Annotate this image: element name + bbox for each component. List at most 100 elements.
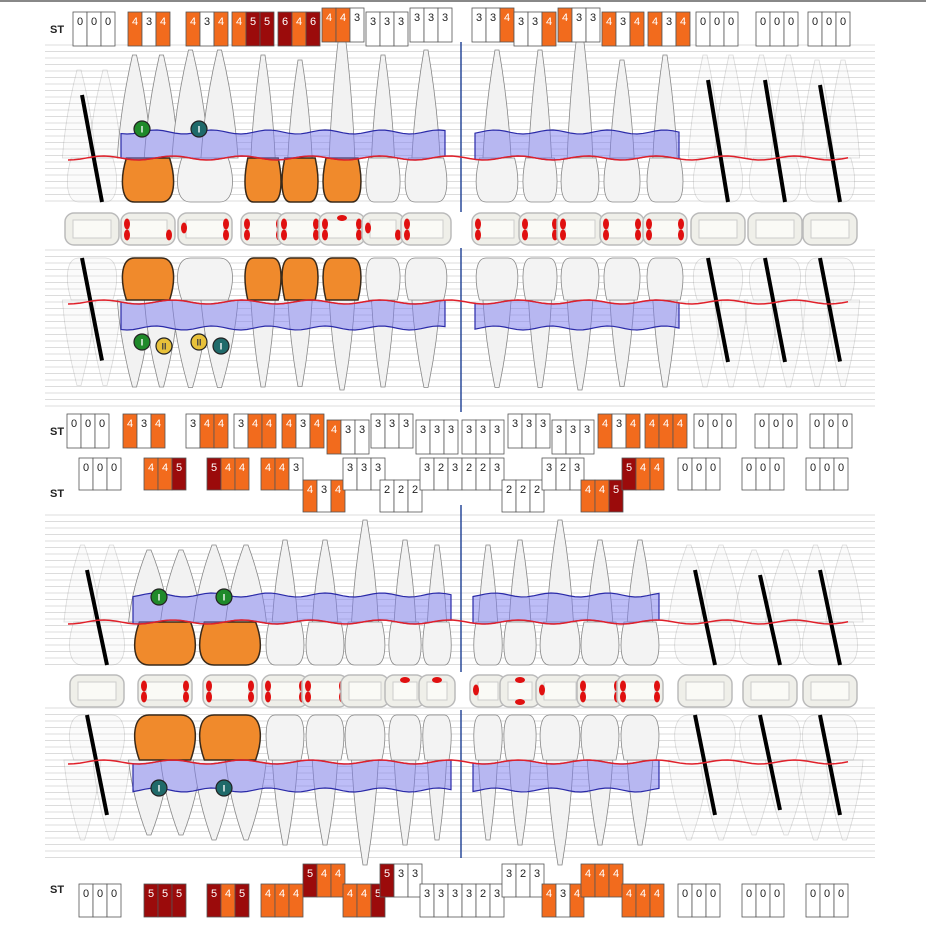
tooth-38[interactable]	[63, 714, 131, 841]
tooth-28[interactable]	[799, 257, 861, 387]
lower-occlusal-6[interactable]	[384, 674, 426, 708]
depth-cell[interactable]	[100, 11, 116, 47]
tooth-48[interactable]	[796, 714, 864, 841]
depth-cell[interactable]	[489, 419, 505, 455]
depth-cell[interactable]	[94, 413, 110, 449]
tooth-38[interactable]	[63, 544, 131, 666]
depth-cell[interactable]	[354, 419, 370, 455]
depth-cell[interactable]	[171, 883, 187, 918]
tooth-11[interactable]	[404, 49, 448, 203]
depth-cell[interactable]	[309, 413, 325, 449]
lower-occlusal-1[interactable]	[137, 674, 193, 708]
depth-cell[interactable]	[675, 11, 691, 47]
depth-cell[interactable]	[721, 413, 737, 449]
upper-palatal-implant_green-marker[interactable]: I	[133, 333, 151, 351]
tooth-22[interactable]	[522, 49, 558, 203]
upper-buccal-implant_teal-marker[interactable]: I	[190, 120, 208, 138]
depth-cell[interactable]	[489, 457, 505, 491]
lower-lingual-implant_green-marker[interactable]: I	[150, 588, 168, 606]
depth-cell[interactable]	[489, 883, 505, 918]
depth-cell[interactable]	[330, 863, 346, 898]
depth-cell[interactable]	[234, 457, 250, 491]
lower-occlusal-14[interactable]	[742, 674, 798, 708]
depth-cell[interactable]	[629, 11, 645, 47]
tooth-27[interactable]	[743, 257, 807, 388]
tooth-18[interactable]	[61, 69, 123, 203]
upper-occlusal-14[interactable]	[747, 212, 803, 246]
depth-cell[interactable]	[569, 883, 585, 918]
depth-cell[interactable]	[437, 7, 453, 43]
upper-occlusal-5[interactable]	[318, 212, 366, 246]
depth-cell[interactable]	[330, 479, 346, 513]
upper-occlusal-9[interactable]	[518, 212, 562, 246]
upper-occlusal-11[interactable]	[599, 212, 645, 246]
tooth-27[interactable]	[743, 54, 807, 203]
tooth-13[interactable]	[322, 24, 362, 203]
depth-cell[interactable]	[106, 883, 122, 918]
depth-cell[interactable]	[529, 479, 545, 513]
depth-cell[interactable]	[407, 863, 423, 898]
upper-palatal-furcation_yellow-marker[interactable]: II	[155, 337, 173, 355]
depth-cell[interactable]	[305, 11, 321, 47]
depth-cell[interactable]	[783, 11, 799, 47]
lower-occlusal-3[interactable]	[261, 674, 309, 708]
depth-cell[interactable]	[393, 11, 409, 47]
depth-cell[interactable]	[837, 413, 853, 449]
lower-occlusal-13[interactable]	[677, 674, 733, 708]
depth-cell[interactable]	[769, 883, 785, 918]
lower-occlusal-2[interactable]	[202, 674, 258, 708]
tooth-46[interactable]	[668, 544, 742, 666]
depth-cell[interactable]	[443, 419, 459, 455]
depth-cell[interactable]	[569, 457, 585, 491]
depth-cell[interactable]	[723, 11, 739, 47]
lower-occlusal-0[interactable]	[69, 674, 125, 708]
depth-cell[interactable]	[705, 883, 721, 918]
depth-cell[interactable]	[585, 7, 601, 43]
depth-cell[interactable]	[579, 419, 595, 455]
lower-occlusal-10[interactable]	[535, 674, 585, 708]
depth-cell[interactable]	[625, 413, 641, 449]
depth-cell[interactable]	[150, 413, 166, 449]
tooth-18[interactable]	[61, 257, 123, 386]
depth-cell[interactable]	[541, 11, 557, 47]
lower-lingual-implant_green-marker[interactable]: I	[215, 588, 233, 606]
